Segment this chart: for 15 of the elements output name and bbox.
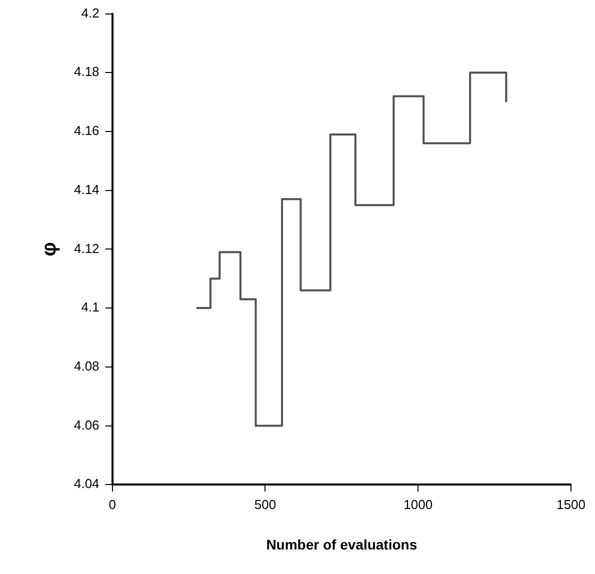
y-tick-label: 4.04 — [74, 476, 100, 492]
y-tick-label: 4.14 — [74, 182, 100, 197]
y-tick-label: 4.2 — [81, 5, 100, 20]
y-tick-label: 4.06 — [74, 417, 100, 432]
x-axis-title: Number of evaluations — [266, 536, 418, 552]
x-tick-label: 1500 — [556, 496, 586, 512]
x-tick-label: 0 — [108, 496, 116, 512]
x-tick-label: 500 — [254, 496, 276, 512]
y-tick-label: 4.16 — [74, 123, 100, 138]
x-tick-label: 1000 — [404, 496, 433, 512]
y-tick-label: 4.1 — [81, 300, 100, 315]
y-tick-label: 4.18 — [74, 64, 100, 80]
y-tick-label: 4.12 — [74, 240, 100, 256]
y-tick-label: 4.08 — [74, 358, 100, 374]
y-axis-title: φ — [38, 242, 61, 256]
